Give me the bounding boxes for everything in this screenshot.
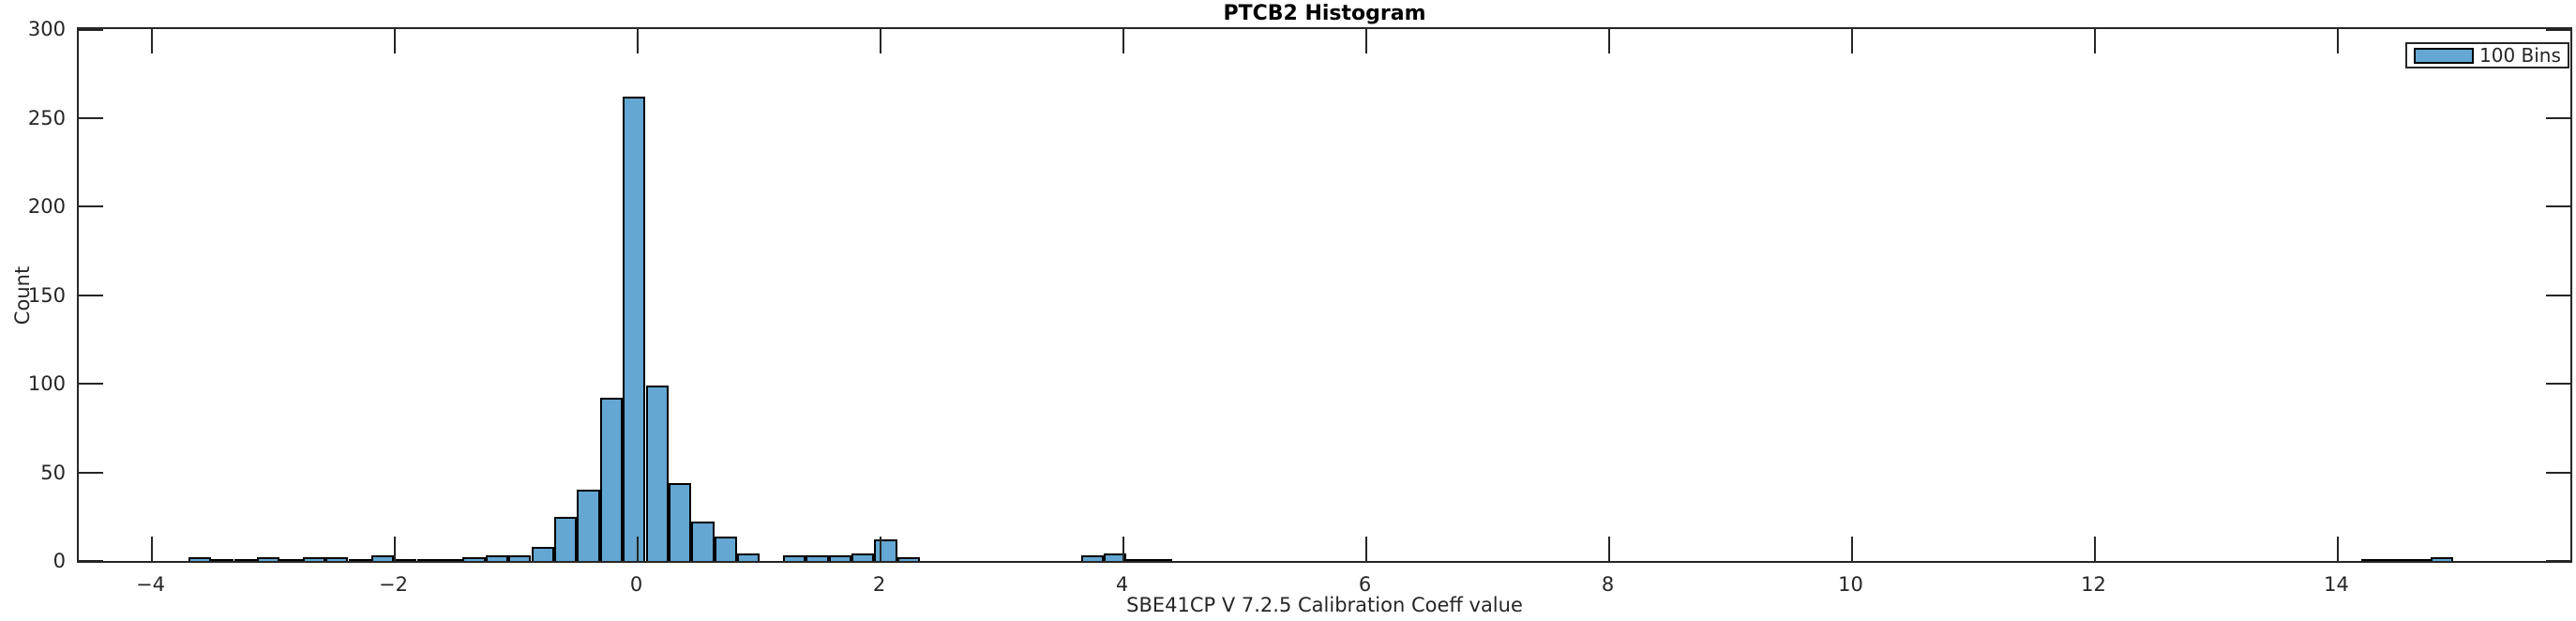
x-tick-mark	[1364, 537, 1367, 561]
y-tick-mark	[2546, 383, 2570, 385]
x-tick-mark	[1607, 537, 1610, 561]
histogram-bar	[279, 558, 303, 561]
histogram-bar	[1080, 555, 1104, 561]
y-tick-label: 250	[27, 106, 66, 129]
x-tick-mark	[636, 29, 639, 53]
histogram-bar	[531, 546, 554, 561]
histogram-bar	[806, 555, 829, 561]
x-tick-label: 0	[629, 573, 643, 596]
y-tick-mark	[79, 294, 103, 296]
histogram-bar	[188, 557, 211, 561]
legend-label: 100 Bins	[2479, 44, 2561, 67]
histogram-bar	[2361, 558, 2385, 561]
y-tick-mark	[2546, 560, 2570, 562]
x-tick-mark	[2336, 537, 2339, 561]
y-tick-label: 200	[27, 195, 66, 218]
y-tick-mark	[2546, 294, 2570, 296]
y-tick-mark	[79, 29, 103, 31]
histogram-bar	[828, 555, 851, 561]
histogram-bar	[1126, 558, 1150, 561]
y-tick-label: 100	[27, 372, 66, 395]
y-tick-label: 0	[53, 550, 66, 572]
y-tick-mark	[2546, 29, 2570, 31]
x-tick-mark	[879, 29, 881, 53]
histogram-bar	[348, 558, 371, 561]
x-tick-mark	[1122, 537, 1124, 561]
x-tick-mark	[1850, 537, 1853, 561]
histogram-bar	[211, 558, 234, 561]
x-tick-mark	[1850, 29, 1853, 53]
histogram-bar	[1103, 553, 1127, 561]
x-tick-label: 12	[2081, 573, 2106, 596]
histogram-bar	[416, 558, 440, 561]
x-tick-label: −4	[136, 573, 165, 596]
y-tick-label: 50	[40, 461, 66, 484]
histogram-bar	[233, 558, 257, 561]
y-tick-mark	[79, 383, 103, 385]
histogram-bar	[782, 555, 806, 561]
x-tick-mark	[1607, 29, 1610, 53]
histogram-bar	[668, 482, 692, 561]
x-tick-mark	[150, 29, 153, 53]
histogram-bar	[485, 555, 509, 561]
histogram-bar	[851, 553, 875, 561]
bars-layer	[79, 29, 2570, 561]
y-tick-label: 150	[27, 283, 66, 307]
x-tick-mark	[2336, 29, 2339, 53]
histogram-bar	[508, 555, 532, 561]
histogram-bar	[737, 553, 761, 561]
histogram-bar	[714, 536, 737, 561]
histogram-bar	[440, 558, 463, 561]
y-tick-mark	[79, 116, 103, 119]
plot-area	[77, 27, 2572, 563]
y-tick-mark	[79, 471, 103, 474]
x-tick-mark	[1364, 29, 1367, 53]
histogram-bar	[2407, 558, 2431, 561]
histogram-bar	[394, 558, 417, 561]
x-tick-label: 10	[1838, 573, 1863, 596]
y-tick-mark	[79, 560, 103, 562]
x-tick-label: 14	[2324, 573, 2349, 596]
x-tick-label: 4	[1115, 573, 1129, 596]
y-tick-mark	[2546, 205, 2570, 207]
y-tick-mark	[79, 205, 103, 207]
x-tick-mark	[150, 537, 153, 561]
histogram-bar	[370, 555, 395, 561]
x-tick-mark	[636, 537, 639, 561]
y-tick-label: 300	[27, 18, 66, 40]
histogram-bar	[462, 557, 486, 561]
x-tick-label: 6	[1358, 573, 1372, 596]
histogram-bar	[256, 557, 280, 561]
histogram-bar	[1149, 558, 1172, 561]
x-tick-label: 2	[872, 573, 886, 596]
x-tick-mark	[1122, 29, 1124, 53]
y-tick-mark	[2546, 116, 2570, 119]
histogram-bar	[577, 490, 600, 561]
x-tick-mark	[393, 29, 396, 53]
x-tick-mark	[393, 537, 396, 561]
x-tick-mark	[2093, 29, 2096, 53]
histogram-bar	[554, 516, 578, 561]
chart-title: PTCB2 Histogram	[1223, 2, 1426, 25]
legend-swatch	[2414, 48, 2474, 64]
histogram-bar	[645, 385, 669, 561]
x-tick-mark	[2093, 537, 2096, 561]
histogram-bar	[2384, 558, 2408, 561]
y-tick-mark	[2546, 471, 2570, 474]
x-tick-label: 8	[1601, 573, 1615, 596]
x-tick-mark	[879, 537, 881, 561]
histogram-bar	[896, 557, 921, 561]
legend: 100 Bins	[2405, 42, 2569, 68]
x-axis-label: SBE41CP V 7.2.5 Calibration Coeff value	[1126, 594, 1523, 616]
histogram-bar	[302, 557, 325, 561]
histogram-bar	[623, 96, 646, 561]
histogram-bar	[2430, 557, 2453, 561]
histogram-bar	[599, 398, 624, 561]
x-tick-label: −2	[379, 573, 408, 596]
histogram-bar	[325, 557, 349, 561]
histogram-bar	[874, 539, 897, 561]
histogram-bar	[691, 522, 715, 561]
